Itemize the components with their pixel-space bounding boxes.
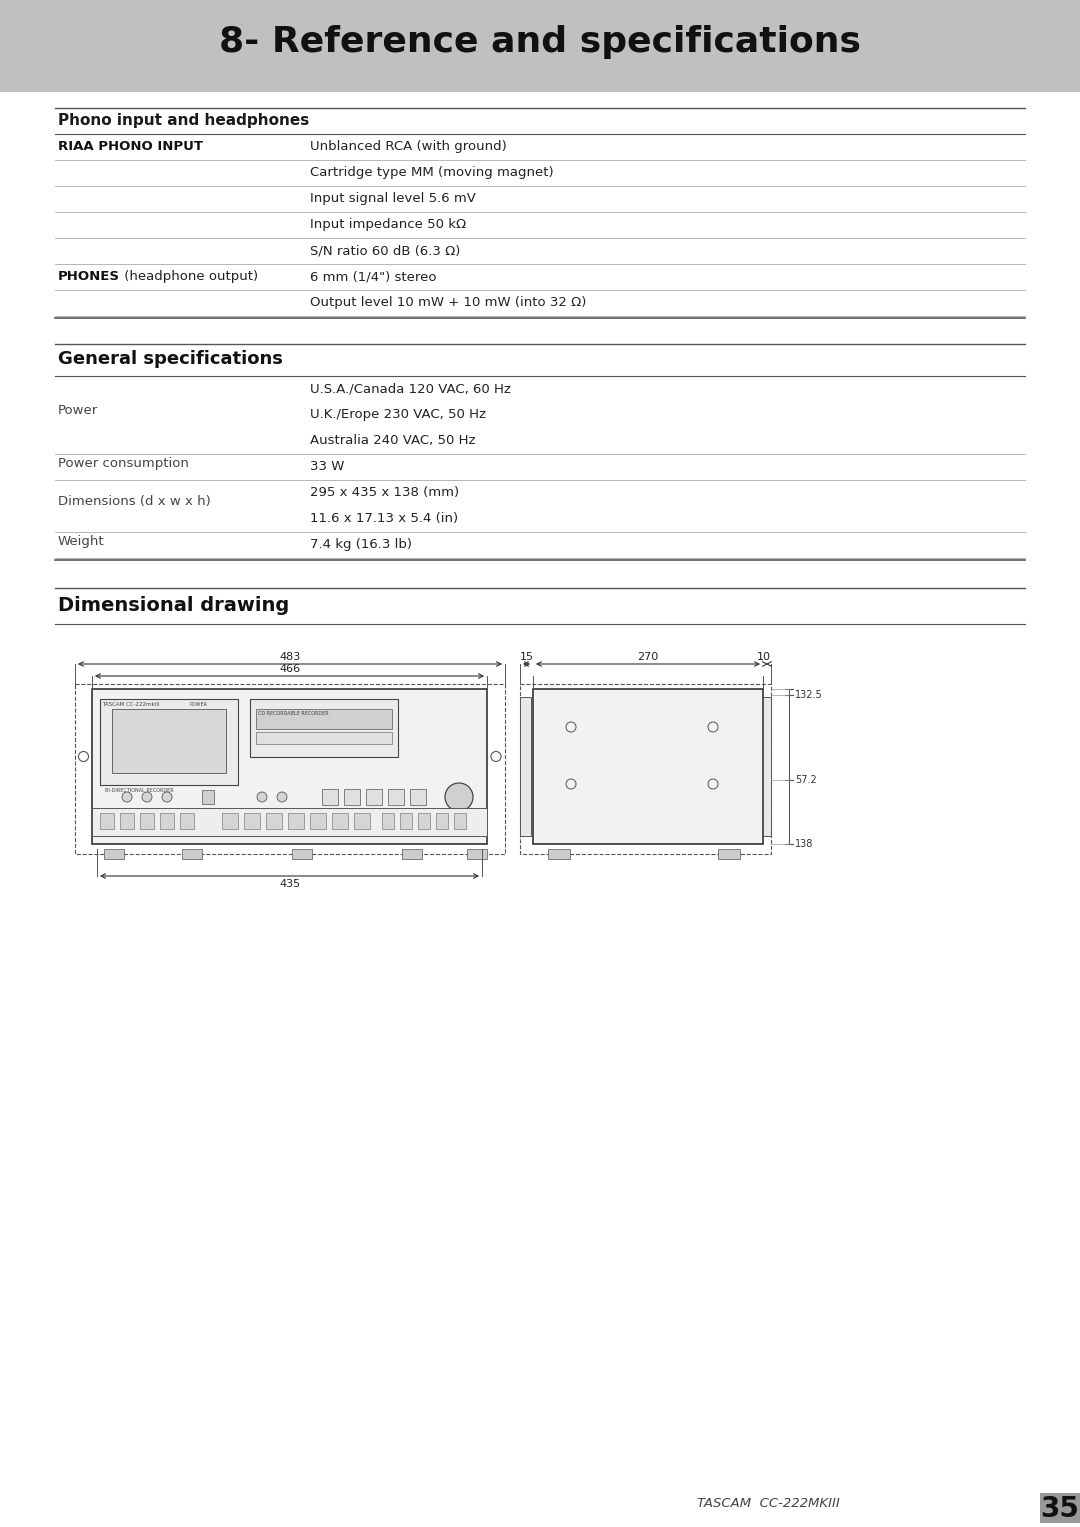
Bar	[100, 812, 114, 829]
Text: Unblanced RCA (with ground): Unblanced RCA (with ground)	[310, 140, 507, 153]
Bar	[266, 812, 282, 829]
Circle shape	[122, 793, 132, 802]
Bar	[256, 731, 392, 744]
Bar	[1040, 1493, 1080, 1522]
Bar	[322, 789, 338, 805]
Text: U.S.A./Canada 120 VAC, 60 Hz: U.S.A./Canada 120 VAC, 60 Hz	[310, 382, 511, 395]
Bar	[519, 684, 771, 854]
Text: Cartridge type MM (moving magnet): Cartridge type MM (moving magnet)	[310, 166, 554, 179]
Text: U.K./Erope 230 VAC, 50 Hz: U.K./Erope 230 VAC, 50 Hz	[310, 408, 486, 421]
Text: 6 mm (1/4") stereo: 6 mm (1/4") stereo	[310, 270, 436, 282]
Bar	[256, 709, 392, 728]
Bar	[718, 849, 740, 860]
Bar	[548, 849, 570, 860]
Text: Output level 10 mW + 10 mW (into 32 Ω): Output level 10 mW + 10 mW (into 32 Ω)	[310, 296, 586, 308]
Bar	[454, 812, 465, 829]
Text: Phono input and headphones: Phono input and headphones	[58, 113, 309, 128]
Text: (headphone output): (headphone output)	[120, 270, 258, 282]
Text: CD RECORDABLE RECORDER: CD RECORDABLE RECORDER	[258, 712, 328, 716]
Text: Power: Power	[58, 405, 98, 417]
Text: 270: 270	[637, 652, 659, 663]
Bar	[382, 812, 394, 829]
Bar	[222, 812, 238, 829]
Circle shape	[445, 783, 473, 811]
Text: RIAA PHONO INPUT: RIAA PHONO INPUT	[58, 140, 203, 153]
Circle shape	[162, 793, 172, 802]
Bar	[249, 699, 399, 757]
Bar	[202, 789, 214, 805]
Bar	[100, 699, 238, 785]
Text: 15: 15	[519, 652, 534, 663]
Circle shape	[257, 793, 267, 802]
Bar	[75, 684, 505, 854]
Bar	[288, 812, 303, 829]
Text: TASCAM  CC-222MKIII: TASCAM CC-222MKIII	[698, 1496, 840, 1510]
Text: Dimensions (d x w x h): Dimensions (d x w x h)	[58, 495, 211, 508]
Text: 138: 138	[795, 838, 813, 849]
Text: POWER: POWER	[190, 702, 208, 707]
Bar	[354, 812, 370, 829]
Text: 57.2: 57.2	[795, 774, 816, 785]
Text: 10: 10	[757, 652, 771, 663]
Bar	[140, 812, 154, 829]
Text: BI-DIRECTIONAL RECORDER: BI-DIRECTIONAL RECORDER	[105, 788, 174, 793]
Bar	[418, 812, 430, 829]
Text: 295 x 435 x 138 (mm): 295 x 435 x 138 (mm)	[310, 486, 459, 499]
Text: Weight: Weight	[58, 534, 105, 548]
Text: Input signal level 5.6 mV: Input signal level 5.6 mV	[310, 192, 476, 205]
Bar	[534, 689, 762, 844]
Bar	[345, 789, 360, 805]
Bar	[104, 849, 124, 860]
Text: Dimensional drawing: Dimensional drawing	[58, 596, 289, 615]
Text: Input impedance 50 kΩ: Input impedance 50 kΩ	[310, 218, 467, 231]
Bar	[388, 789, 404, 805]
Circle shape	[141, 793, 152, 802]
Bar	[400, 812, 411, 829]
Bar	[762, 696, 771, 835]
Text: 7.4 kg (16.3 lb): 7.4 kg (16.3 lb)	[310, 538, 411, 551]
Text: 466: 466	[279, 664, 300, 673]
Text: Power consumption: Power consumption	[58, 457, 189, 469]
Bar	[244, 812, 260, 829]
Bar	[92, 808, 487, 835]
Bar	[310, 812, 326, 829]
Text: 33 W: 33 W	[310, 460, 345, 473]
Bar	[519, 696, 531, 835]
Bar	[402, 849, 422, 860]
Text: 8- Reference and specifications: 8- Reference and specifications	[219, 24, 861, 60]
Bar	[0, 0, 1080, 92]
Bar	[467, 849, 487, 860]
Circle shape	[276, 793, 287, 802]
Bar	[112, 709, 226, 773]
Bar	[160, 812, 174, 829]
Bar	[120, 812, 134, 829]
Bar	[332, 812, 348, 829]
Text: 483: 483	[280, 652, 300, 663]
Bar	[366, 789, 382, 805]
Text: PHONES: PHONES	[58, 270, 120, 282]
Bar	[410, 789, 426, 805]
Bar	[180, 812, 194, 829]
Text: General specifications: General specifications	[58, 350, 283, 368]
Bar	[183, 849, 202, 860]
Text: TASCAM CC-222mkIII: TASCAM CC-222mkIII	[102, 702, 160, 707]
Text: 35: 35	[1040, 1495, 1079, 1522]
Bar	[92, 689, 487, 844]
Bar	[292, 849, 312, 860]
Text: Australia 240 VAC, 50 Hz: Australia 240 VAC, 50 Hz	[310, 434, 475, 447]
Text: 132.5: 132.5	[795, 690, 823, 701]
Text: S/N ratio 60 dB (6.3 Ω): S/N ratio 60 dB (6.3 Ω)	[310, 244, 460, 257]
Text: 435: 435	[279, 880, 300, 889]
Bar	[436, 812, 448, 829]
Text: 11.6 x 17.13 x 5.4 (in): 11.6 x 17.13 x 5.4 (in)	[310, 512, 458, 525]
